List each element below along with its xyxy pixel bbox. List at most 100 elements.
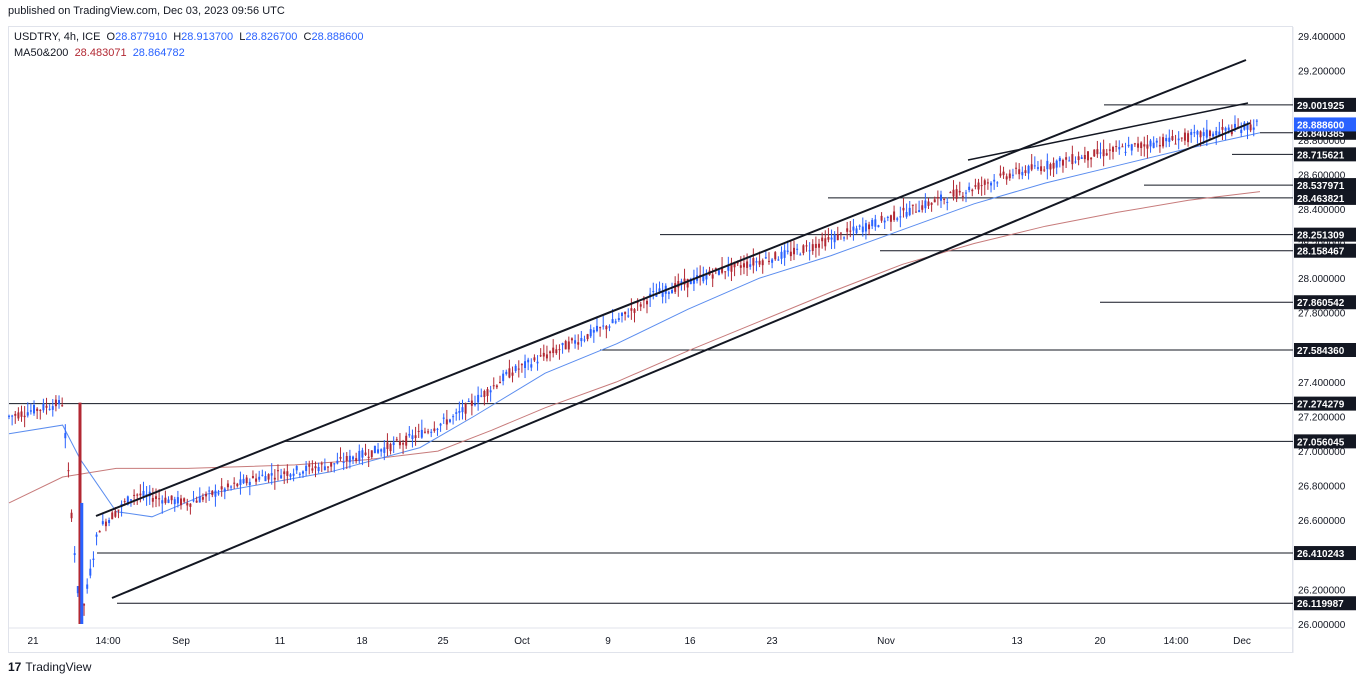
candle-body	[61, 405, 64, 407]
candle-body	[176, 497, 179, 504]
candle-body	[1071, 154, 1074, 165]
candle-body	[733, 261, 736, 268]
candle-body	[646, 300, 649, 305]
rebound-candle	[80, 502, 84, 624]
candle-body	[1146, 144, 1149, 149]
candle-body	[1090, 157, 1093, 160]
candle-body	[220, 486, 223, 490]
candle-body	[852, 226, 855, 231]
y-tick-label: 26.800000	[1298, 482, 1346, 493]
level-badge	[1294, 434, 1356, 449]
candle-body	[489, 390, 492, 393]
candle-body	[924, 200, 927, 209]
level-badge	[1294, 396, 1356, 411]
candle-body	[858, 225, 861, 227]
candle-body	[1140, 142, 1143, 149]
candle-body	[1096, 149, 1099, 155]
candle-body	[370, 450, 373, 458]
candle-body	[289, 474, 292, 477]
y-tick-label: 29.400000	[1298, 32, 1346, 43]
candle-body	[417, 430, 420, 432]
candle-body	[1027, 165, 1030, 174]
level-badge-label: 26.410243	[1297, 549, 1345, 560]
candle-body	[104, 521, 107, 527]
candle-body	[1165, 138, 1168, 142]
candle-body	[205, 493, 208, 497]
candle-body	[652, 291, 655, 293]
x-tick-label: Oct	[514, 636, 530, 647]
candle-body	[1115, 146, 1118, 148]
x-tick-label: Dec	[1233, 636, 1251, 647]
candle-body	[461, 407, 464, 413]
candle-body	[301, 471, 304, 474]
x-tick-label: 18	[356, 636, 368, 647]
level-badge	[1294, 97, 1356, 112]
candle-body	[214, 490, 217, 497]
candle-body	[730, 262, 733, 272]
candle-body	[54, 399, 57, 407]
candle-body	[921, 205, 924, 210]
candle-body	[233, 482, 236, 484]
candle-body	[114, 511, 117, 517]
candle-body	[133, 494, 136, 496]
candle-body	[755, 261, 758, 263]
candle-body	[965, 192, 968, 194]
candle-body	[217, 493, 220, 495]
candle-body	[305, 465, 308, 472]
candle-body	[239, 479, 242, 486]
y-tick-label: 27.400000	[1298, 378, 1346, 389]
candle-body	[442, 417, 445, 419]
candle-body	[655, 293, 658, 297]
candle-body	[1049, 164, 1052, 170]
candle-body	[1224, 127, 1227, 131]
candle-body	[464, 403, 467, 414]
level-badge-label: 28.251309	[1297, 231, 1345, 242]
candle-body	[517, 368, 520, 370]
candle-body	[880, 215, 883, 221]
x-tick-label: 20	[1094, 636, 1106, 647]
candle-body	[98, 531, 101, 533]
candle-body	[1227, 127, 1230, 131]
candle-body	[811, 244, 814, 252]
candle-body	[45, 405, 48, 408]
level-badge-label: 28.715621	[1297, 150, 1345, 161]
candle-body	[508, 368, 511, 378]
candle-body	[1083, 154, 1086, 160]
y-tick-label: 28.000000	[1298, 274, 1346, 285]
candle-body	[483, 390, 486, 397]
candle-body	[702, 274, 705, 282]
candle-body	[317, 466, 320, 472]
candle-body	[108, 520, 111, 524]
candle-body	[1208, 130, 1211, 137]
candle-body	[758, 260, 761, 265]
candle-body	[983, 180, 986, 185]
y-tick-label: 26.200000	[1298, 585, 1346, 596]
candle-body	[86, 584, 89, 589]
candle-body	[527, 359, 530, 363]
candle-body	[380, 449, 383, 452]
candle-body	[639, 304, 642, 307]
ma-label: MA50&200	[14, 47, 69, 59]
candle-body	[226, 483, 229, 488]
candle-body	[276, 470, 279, 472]
candle-body	[183, 498, 186, 502]
candle-body	[352, 456, 355, 460]
candle-body	[777, 259, 780, 261]
candle-body	[195, 500, 198, 503]
candle-body	[186, 503, 189, 506]
candle-body	[355, 458, 358, 462]
candle-body	[1152, 142, 1155, 148]
candle-body	[633, 309, 636, 313]
level-badge-label: 27.274279	[1297, 400, 1345, 411]
candle-body	[1212, 133, 1215, 137]
candle-body	[436, 428, 439, 430]
candle-body	[846, 228, 849, 232]
channel-upper-line	[95, 59, 1247, 517]
candle-body	[70, 512, 73, 519]
ohlc-legend: USDTRY, 4h, ICE O28.877910 H28.913700 L2…	[14, 31, 364, 43]
candle-body	[1255, 120, 1258, 122]
candle-body	[818, 243, 821, 248]
level-badge-label: 28.463821	[1297, 194, 1345, 205]
candle-body	[905, 211, 908, 217]
